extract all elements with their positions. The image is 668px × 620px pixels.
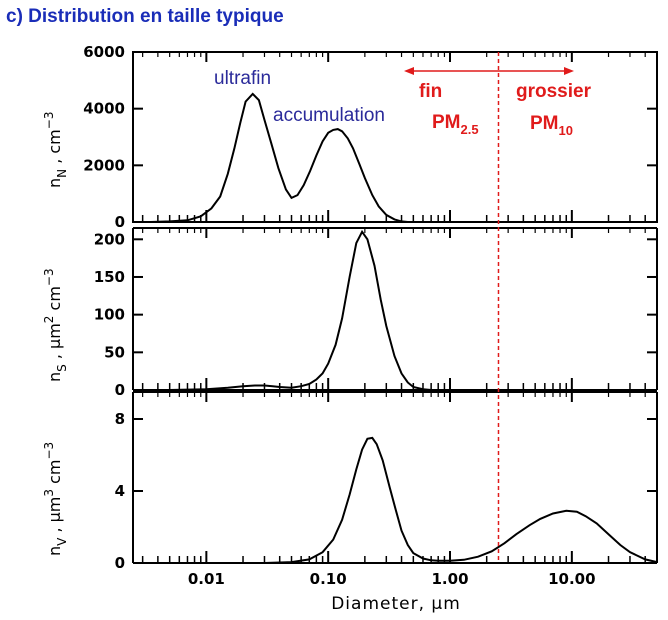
y-tick-label: 0 (115, 381, 125, 399)
x-axis-label: Diameter, µm (331, 594, 461, 614)
x-tick-label: 0.01 (188, 570, 225, 588)
figure-title: c) Distribution en taille typique (6, 6, 284, 27)
ylabel-volume-n: n (45, 546, 64, 556)
label-pm25: PM2.5 (432, 112, 479, 137)
ylabel-number-exp: −3 (42, 112, 56, 130)
y-tick-label: 150 (94, 268, 125, 286)
pm10-main: PM (530, 113, 559, 134)
panel-frames (132, 51, 658, 564)
ylabel-number: nN , cm−3 (42, 112, 69, 188)
series-line-surface (169, 229, 432, 391)
ylabel-volume-sub: V (55, 537, 69, 546)
ylabel-surface-n: n (45, 372, 64, 382)
y-tick-label: 0 (115, 213, 125, 231)
ylabel-surface: nS , µm2 cm−3 (42, 268, 69, 382)
x-tick-label: 0.10 (310, 570, 347, 588)
ylabel-number-rest: , cm (45, 129, 64, 169)
y-tick-label: 0 (115, 554, 125, 572)
x-tick-label: 10.00 (548, 570, 595, 588)
ylabel-number-sub: N (55, 169, 69, 178)
label-grossier: grossier (516, 81, 592, 102)
ylabel-surface-sub: S (55, 364, 69, 372)
label-pm10: PM10 (530, 113, 573, 138)
label-ultrafin: ultrafin (214, 68, 271, 89)
x-tick-label: 1.00 (432, 570, 469, 588)
fraction-arrows (404, 67, 574, 75)
y-tick-label: 8 (115, 410, 125, 428)
y-tick-label: 6000 (83, 43, 125, 61)
ylabel-number-n: n (45, 178, 64, 188)
ylabel-volume: nV , µm3 cm−3 (42, 442, 69, 556)
y-tick-label: 200 (94, 230, 125, 248)
pm25-sub: 2.5 (461, 122, 479, 137)
ylabel-volume-rest: , µm (45, 497, 64, 538)
arrow-right-head (564, 67, 574, 75)
pm25-main: PM (432, 112, 461, 133)
ylabel-volume-tail: cm (45, 460, 64, 489)
distribution-curves (150, 92, 658, 564)
label-accumulation: accumulation (273, 105, 385, 126)
ylabel-surface-tail: cm (45, 286, 64, 315)
y-tick-label: 4 (115, 482, 125, 500)
pm10-sub: 10 (559, 123, 573, 138)
label-fin: fin (419, 81, 442, 102)
arrow-left-head (404, 67, 414, 75)
y-tick-label: 4000 (83, 100, 125, 118)
series-line-number (150, 92, 408, 223)
y-tick-label: 2000 (83, 156, 125, 174)
ylabel-volume-tail-exp: −3 (42, 442, 56, 460)
y-tick-label: 100 (94, 306, 125, 324)
ylabel-surface-tail-exp: −3 (42, 268, 56, 286)
ylabel-surface-rest: , µm (45, 323, 64, 364)
ylabel-surface-exp: 2 (42, 316, 56, 324)
axis-ticks (133, 51, 658, 564)
panel-number-frame (132, 51, 658, 223)
y-tick-label: 50 (104, 343, 125, 361)
ylabel-volume-exp: 3 (42, 489, 56, 497)
x-tick-labels: 0.01 0.10 1.00 10.00 (188, 570, 596, 588)
series-line-volume (264, 436, 658, 564)
